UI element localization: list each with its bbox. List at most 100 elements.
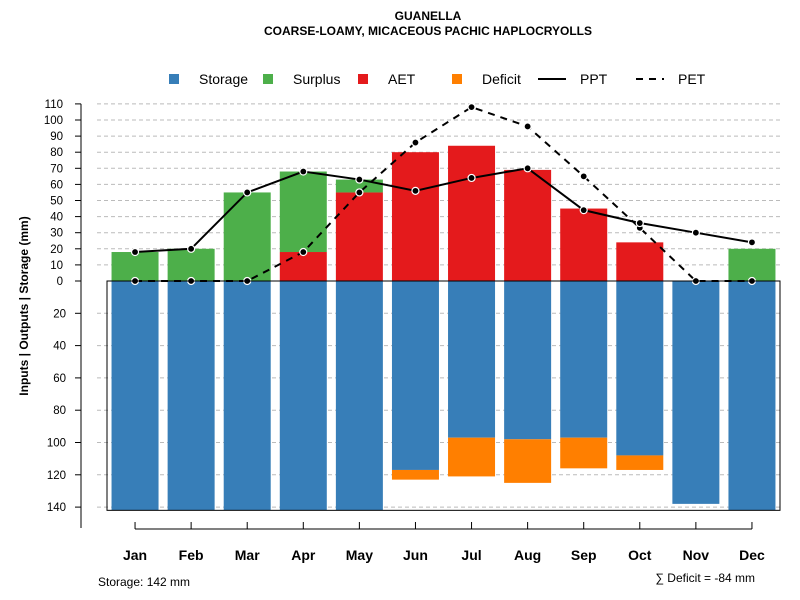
point-ppt-feb [187, 244, 196, 253]
point-pet-sep [579, 172, 588, 181]
x-tick-label-mar: Mar [235, 547, 260, 563]
bar-storage-may [335, 281, 383, 511]
x-tick-label-apr: Apr [291, 547, 316, 563]
bars [111, 145, 776, 511]
y-tick-label: 40 [50, 212, 63, 224]
legend-label-storage: Storage [199, 71, 248, 87]
bar-deficit-oct [616, 455, 664, 470]
point-ppt-jan [130, 247, 140, 257]
bar-storage-dec [728, 281, 776, 511]
x-tick-label-feb: Feb [179, 547, 204, 563]
bar-aet-apr [279, 252, 327, 281]
point-pet-jun [411, 138, 420, 147]
x-tick-label-jun: Jun [403, 547, 428, 563]
bar-aet-may [335, 192, 383, 281]
bar-aet-aug [504, 169, 552, 281]
bar-storage-jul [448, 281, 496, 438]
point-ppt-nov [691, 228, 700, 237]
x-tick-label-dec: Dec [739, 547, 765, 563]
bar-storage-jun [391, 281, 439, 470]
bar-surplus-mar [223, 192, 271, 281]
bar-deficit-aug [504, 439, 552, 483]
bar-storage-aug [504, 281, 552, 440]
x-tick-label-jan: Jan [123, 547, 147, 563]
y-tick-label: 110 [45, 99, 63, 111]
bar-storage-mar [223, 281, 271, 511]
bar-deficit-jul [448, 437, 496, 477]
x-tick-label-aug: Aug [514, 547, 541, 563]
series-line-ppt [134, 167, 753, 254]
bar-surplus-apr [279, 171, 327, 253]
bar-surplus-feb [167, 248, 215, 281]
bar-storage-sep [560, 281, 608, 438]
y-tick-label: 60 [53, 373, 66, 385]
bar-storage-oct [616, 281, 664, 456]
series-line-pet [135, 106, 752, 282]
legend-label-pet: PET [678, 71, 706, 87]
chart-title: GUANELLA [395, 9, 462, 23]
x-tick-label-oct: Oct [628, 547, 652, 563]
bar-surplus-dec [728, 248, 776, 281]
legend-swatch-aet [358, 74, 368, 84]
legend-label-aet: AET [388, 71, 416, 87]
legend: Storage Surplus AET Deficit PPT PET [169, 71, 706, 87]
bar-storage-nov [672, 281, 720, 504]
bar-aet-sep [560, 208, 608, 281]
y-tick-label: 100 [47, 438, 66, 450]
y-tick-label: 40 [53, 341, 66, 353]
point-ppt-jun [411, 186, 420, 195]
deficit-note: ∑ Deficit = -84 mm [655, 571, 755, 585]
bar-deficit-sep [560, 437, 608, 469]
y-axis-label: Inputs | Outputs | Storage (mm) [17, 216, 31, 395]
point-ppt-aug [523, 164, 532, 173]
point-ppt-oct [635, 218, 644, 228]
legend-swatch-deficit [452, 74, 462, 84]
y-tick-label: 20 [53, 308, 66, 320]
legend-label-ppt: PPT [580, 71, 608, 87]
y-tick-label: 80 [53, 405, 66, 417]
bar-storage-jan [111, 281, 159, 511]
point-ppt-may [355, 175, 364, 184]
bar-aet-oct [616, 242, 664, 281]
bar-surplus-jan [111, 252, 159, 281]
legend-swatch-surplus [263, 74, 273, 84]
point-pet-aug [523, 122, 532, 131]
storage-note: Storage: 142 mm [98, 575, 190, 589]
point-ppt-apr [299, 167, 308, 176]
y-tick-label: 60 [50, 179, 63, 191]
y-tick-label: 10 [50, 260, 63, 272]
legend-label-surplus: Surplus [293, 71, 340, 87]
y-tick-label: 90 [50, 131, 63, 143]
y-tick-label: 120 [47, 470, 66, 482]
x-tick-label-jul: Jul [461, 547, 481, 563]
point-ppt-sep [579, 206, 588, 215]
bar-aet-jun [391, 152, 439, 281]
point-ppt-dec [747, 238, 757, 247]
y-tick-label: 80 [50, 147, 63, 159]
y-tick-label: 100 [44, 115, 63, 127]
point-pet-apr [299, 247, 308, 257]
bar-storage-apr [279, 281, 327, 511]
axes: 0 10 20 30 40 50 60 70 80 90 100 110 20 40 60 80 100 120 1… [44, 99, 781, 563]
y-tick-label: 20 [50, 244, 63, 256]
legend-label-deficit: Deficit [482, 71, 521, 87]
x-tick-label-sep: Sep [571, 547, 597, 563]
y-tick-label: 30 [50, 228, 63, 240]
bar-deficit-jun [391, 469, 439, 480]
legend-swatch-storage [169, 74, 179, 84]
x-tick-label-may: May [346, 547, 373, 563]
point-pet-may [355, 188, 364, 197]
series-lines [130, 103, 757, 286]
storage-frame [106, 280, 781, 511]
point-ppt-jul [467, 173, 476, 183]
chart-subtitle: COARSE-LOAMY, MICACEOUS PACHIC HAPLOCRYO… [264, 24, 592, 38]
bar-storage-feb [167, 281, 215, 511]
y-tick-label: 70 [50, 163, 63, 175]
y-tick-label: 140 [47, 502, 66, 514]
bar-aet-jul [448, 145, 496, 281]
y-tick-label: 0 [57, 276, 63, 288]
y-tick-label: 50 [50, 196, 63, 208]
point-pet-jul [467, 103, 476, 112]
point-ppt-mar [243, 188, 252, 197]
